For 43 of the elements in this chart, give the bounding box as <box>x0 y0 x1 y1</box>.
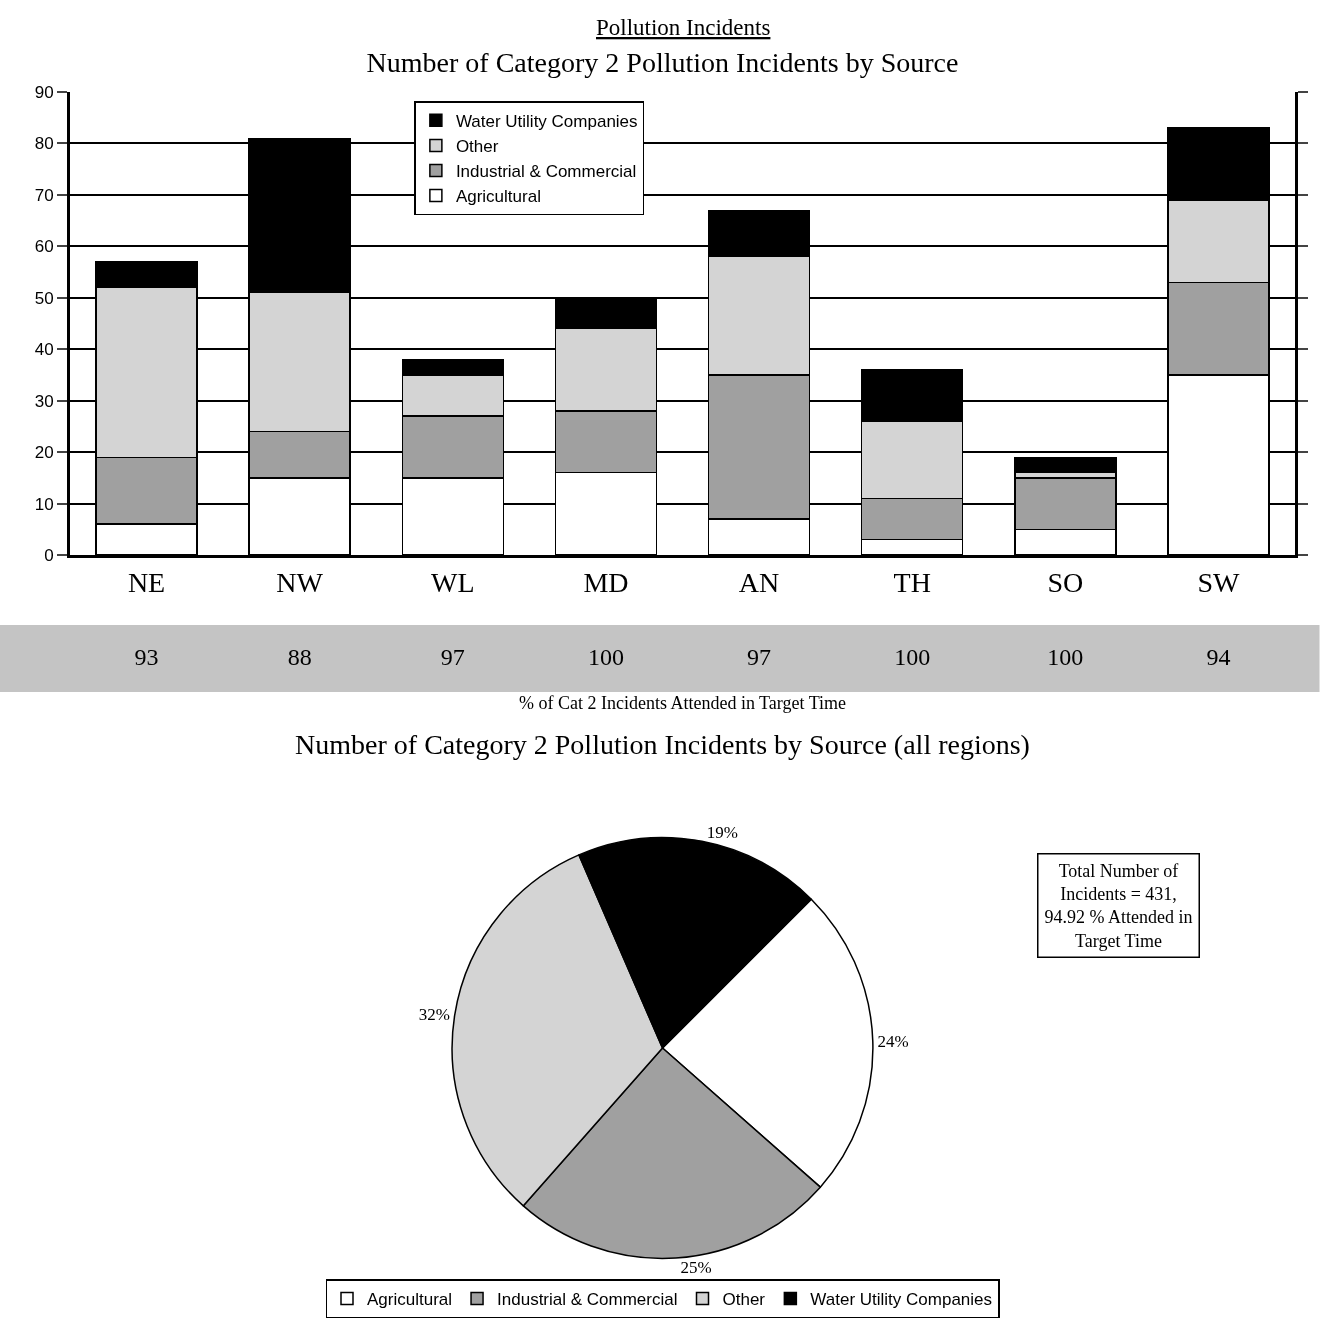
legend-label: Industrial & Commercial <box>455 162 637 182</box>
y-tick-label: 10 <box>34 494 54 514</box>
x-tick-label: SW <box>1197 566 1241 598</box>
legend-label: Other <box>722 1290 766 1310</box>
text: % of Cat 2 Incidents Attended in Target Time <box>518 693 847 714</box>
y-tick-label: 80 <box>34 134 54 154</box>
data-label: 88 <box>287 643 312 670</box>
y-tick-label: 40 <box>34 340 54 360</box>
legend-label: Agricultural <box>455 187 541 207</box>
x-tick-label: WL <box>431 566 475 598</box>
data-label: 93 <box>134 643 159 670</box>
chart-title: Number of Category 2 Pollution Incidents by Source (all regions) <box>295 728 1030 760</box>
x-tick-label: SO <box>1047 566 1084 598</box>
y-tick-label: 50 <box>34 288 54 308</box>
x-tick-label: NW <box>276 566 324 598</box>
data-label: 100 <box>587 643 624 670</box>
data-label: 94 <box>1206 643 1231 670</box>
legend-label: Water Utility Companies <box>455 111 638 131</box>
text: Total Number of Incidents = 431, 94.92 % Attended in Target Time <box>1044 860 1193 951</box>
data-label: 100 <box>894 643 931 670</box>
x-tick-label: NE <box>127 566 166 598</box>
y-tick-label: 30 <box>34 391 54 411</box>
legend-label: Agricultural <box>367 1290 453 1310</box>
y-tick-label: 70 <box>34 185 54 205</box>
legend-label: Other <box>455 137 499 157</box>
x-tick-label: MD <box>583 566 629 598</box>
x-tick-label: TH <box>893 566 931 598</box>
chart-title: Number of Category 2 Pollution Incidents by Source <box>366 47 959 79</box>
x-tick-label: AN <box>738 566 780 598</box>
data-label: 25% <box>680 1257 712 1277</box>
y-tick-label: 60 <box>34 237 54 257</box>
y-tick-label: 90 <box>34 82 54 102</box>
data-label: 97 <box>440 643 465 670</box>
legend-label: Industrial & Commercial <box>497 1290 678 1310</box>
data-label: 100 <box>1047 643 1084 670</box>
data-label: 32% <box>418 1005 450 1025</box>
y-tick-label: 0 <box>44 545 54 565</box>
data-label: 97 <box>747 643 772 670</box>
data-label: 24% <box>877 1031 909 1051</box>
y-tick-label: 20 <box>34 443 54 463</box>
legend-label: Water Utility Companies <box>810 1290 993 1310</box>
data-label: 19% <box>706 822 738 842</box>
text: Pollution Incidents <box>596 15 771 40</box>
